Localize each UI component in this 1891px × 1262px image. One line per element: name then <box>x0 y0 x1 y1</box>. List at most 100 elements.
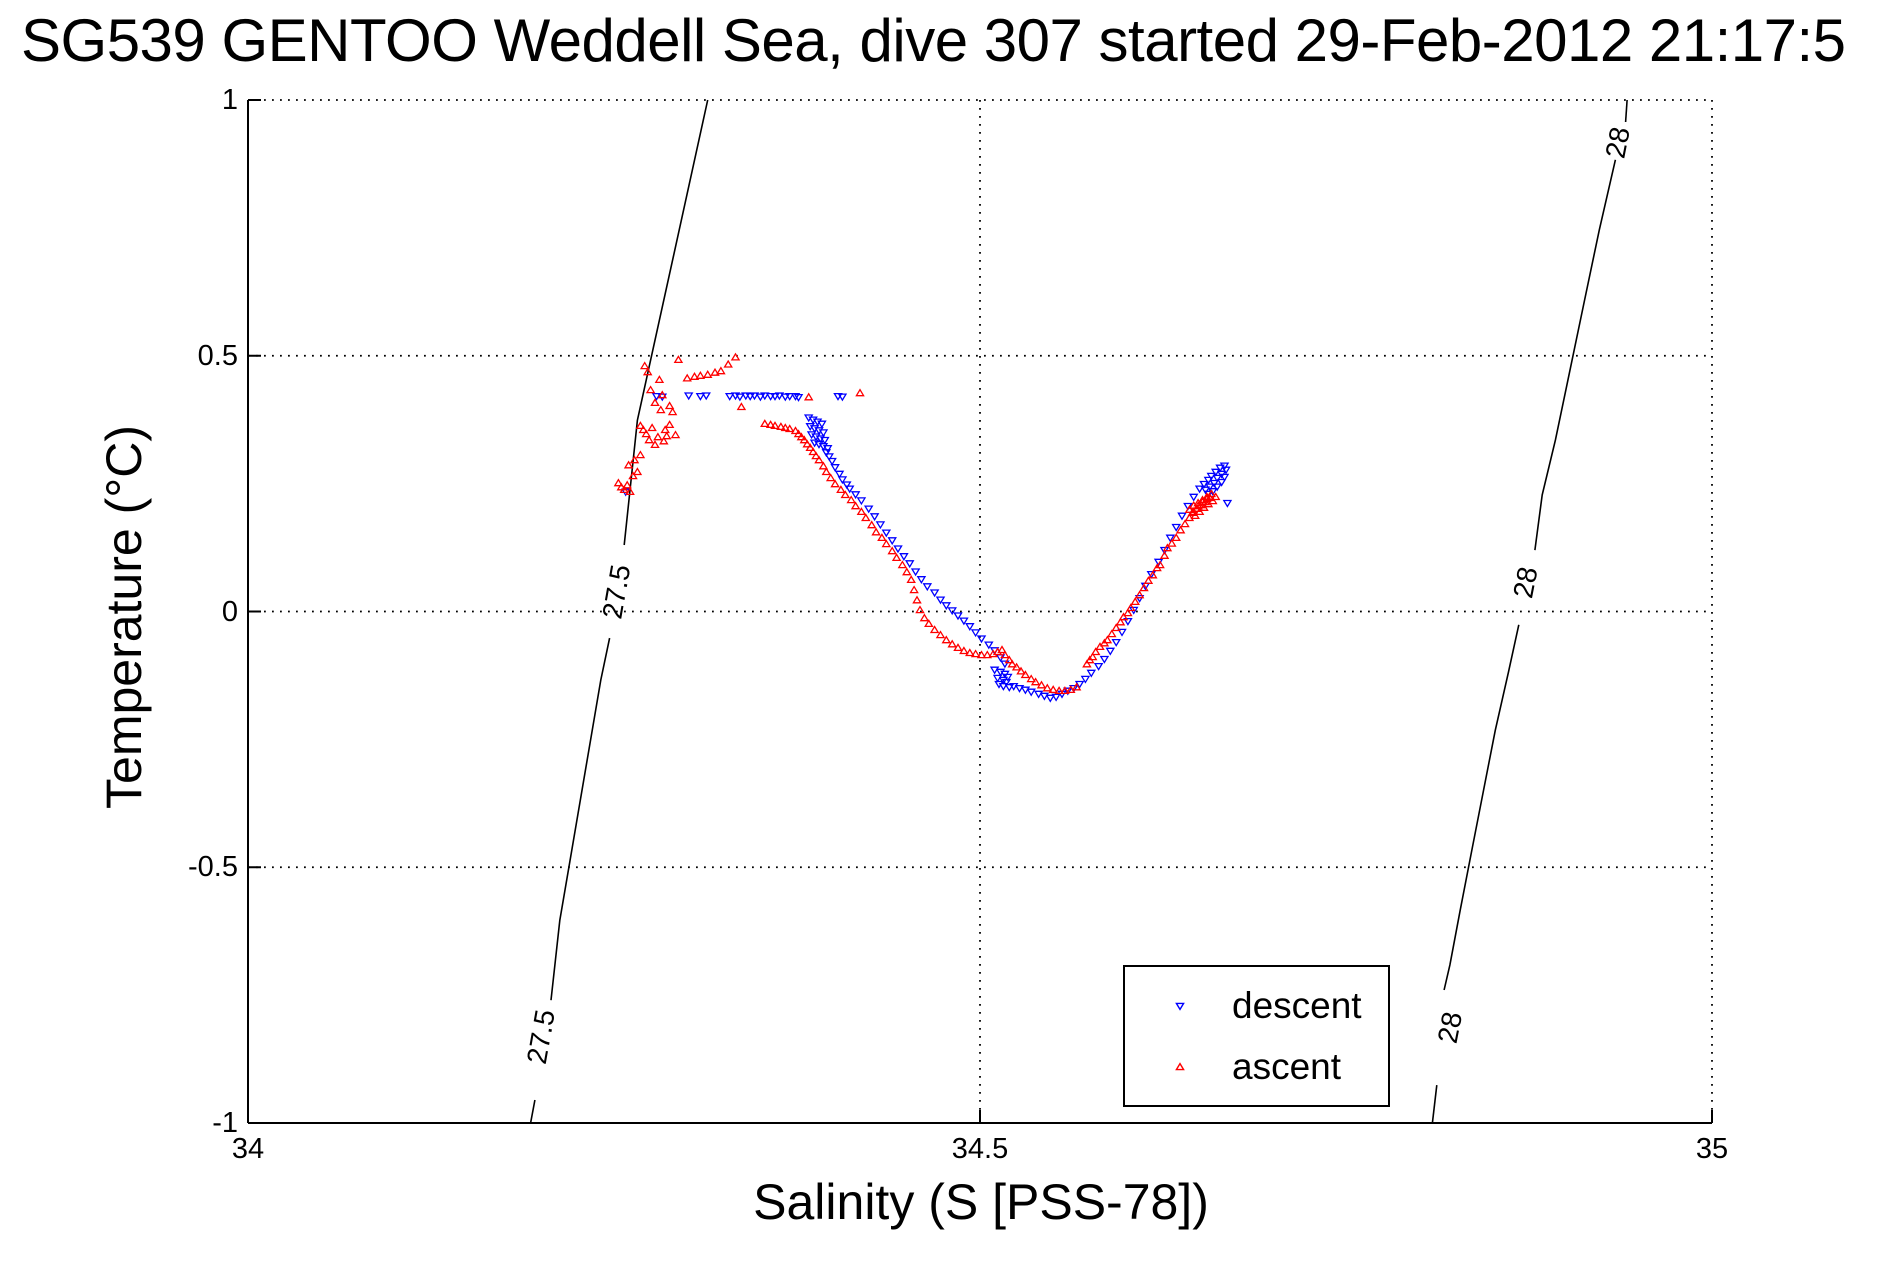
contour-segment <box>550 637 611 1001</box>
data-point <box>664 420 675 429</box>
data-point <box>642 367 653 376</box>
data-point <box>749 392 760 401</box>
data-point <box>808 447 818 456</box>
data-point <box>929 625 940 634</box>
data-point <box>1115 617 1126 626</box>
contour-label: 28 <box>1507 564 1543 600</box>
data-point <box>953 612 963 621</box>
data-point <box>805 443 815 452</box>
data-point <box>922 583 933 592</box>
data-point <box>970 649 981 658</box>
data-point <box>1099 655 1110 664</box>
data-point <box>647 423 657 432</box>
data-point <box>998 682 1009 691</box>
data-point <box>790 426 801 435</box>
data-point <box>811 451 821 460</box>
data-point <box>1167 538 1177 547</box>
data-point <box>912 595 922 604</box>
data-point <box>1086 669 1097 678</box>
data-point <box>866 520 877 529</box>
data-point <box>1188 493 1199 502</box>
data-point <box>906 575 916 584</box>
descent-triangle-down-icon <box>1175 1002 1185 1011</box>
data-point <box>724 392 735 401</box>
data-point <box>941 635 952 644</box>
data-point <box>701 392 711 401</box>
data-point <box>628 471 638 480</box>
data-point <box>1177 512 1187 521</box>
data-point <box>780 393 791 402</box>
data-point <box>776 422 786 431</box>
data-point <box>736 402 747 411</box>
data-point <box>904 560 915 569</box>
data-point <box>818 429 829 438</box>
data-point <box>1171 533 1181 542</box>
data-point <box>1001 678 1012 687</box>
data-point <box>902 567 912 576</box>
data-point <box>689 372 700 380</box>
data-point <box>997 645 1007 654</box>
data-point <box>1200 486 1211 495</box>
y-tick-label-neg0-5: -0.5 <box>188 851 238 883</box>
data-point <box>881 529 892 538</box>
data-point <box>1134 594 1145 603</box>
data-point <box>1123 617 1133 626</box>
data-point <box>802 439 812 448</box>
data-point <box>1205 493 1215 502</box>
data-point <box>664 401 675 410</box>
data-point <box>639 361 650 370</box>
data-point <box>1090 647 1101 656</box>
data-point <box>1105 647 1116 656</box>
data-point <box>947 639 957 648</box>
data-point <box>765 420 776 429</box>
y-tick-label-0-5: 0.5 <box>197 340 238 372</box>
data-point <box>695 392 706 401</box>
data-point <box>735 393 745 402</box>
data-point <box>1111 638 1121 647</box>
data-point <box>1117 628 1127 637</box>
data-point <box>1206 472 1217 481</box>
data-point <box>803 392 814 401</box>
data-point <box>774 392 785 401</box>
data-point <box>716 366 726 375</box>
data-point <box>657 390 668 399</box>
data-point <box>656 405 666 414</box>
contour-segment <box>1624 99 1628 123</box>
data-point <box>899 553 909 561</box>
data-point <box>891 553 902 562</box>
data-point <box>650 398 660 407</box>
data-point <box>893 545 903 554</box>
data-point <box>935 596 946 605</box>
data-point <box>965 623 975 631</box>
contour-label: 28 <box>1432 1009 1468 1045</box>
data-point <box>976 635 987 644</box>
data-point <box>1210 468 1221 477</box>
data-point <box>1159 551 1170 559</box>
data-point <box>840 490 851 499</box>
contour-line-27.5 <box>529 99 709 1124</box>
data-point <box>1071 682 1082 691</box>
data-point <box>670 430 681 439</box>
data-point <box>1102 635 1113 644</box>
data-point <box>695 371 706 379</box>
data-point <box>1000 650 1010 659</box>
data-point <box>1026 688 1036 697</box>
data-point <box>1011 662 1022 671</box>
data-point <box>1026 674 1036 683</box>
legend: descent ascent <box>1123 965 1390 1107</box>
contour-label: 27.5 <box>521 1007 561 1066</box>
data-point <box>1063 687 1073 696</box>
data-point <box>1190 511 1200 520</box>
data-point <box>953 643 963 652</box>
data-point <box>1093 662 1104 671</box>
data-point <box>941 602 952 611</box>
data-point <box>1194 485 1205 494</box>
data-point <box>1060 686 1070 695</box>
data-point <box>1030 677 1041 686</box>
data-point <box>830 479 840 488</box>
legend-label-descent: descent <box>1232 985 1362 1026</box>
data-point <box>760 419 770 428</box>
data-point <box>871 527 881 536</box>
data-point <box>887 546 897 555</box>
